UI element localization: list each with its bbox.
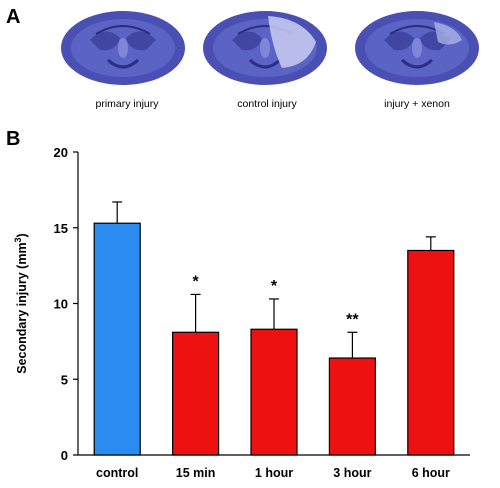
y-tick-label: 0 (61, 448, 68, 463)
y-tick-label: 5 (61, 372, 68, 387)
bar-control (93, 222, 141, 456)
y-tick-label: 10 (54, 297, 68, 312)
significance-marker: * (271, 278, 278, 295)
brain-slice-image-injury-xenon (350, 8, 484, 90)
bar-chart: 0 5 10 15 20 Secondary injury (mm3) control * 15… (13, 145, 470, 480)
bar-1-hour (250, 328, 298, 456)
y-axis-label: Secondary injury (mm3) (13, 233, 29, 373)
brain-slice-graphic (203, 11, 327, 85)
panel-a-label: A (6, 6, 21, 28)
panel-b-label: B (6, 128, 21, 150)
caption-injury-xenon: injury + xenon (384, 98, 450, 110)
bar-3-hour (328, 357, 376, 456)
x-tick-label: 6 hour (412, 466, 450, 480)
brain-slice-graphic (61, 11, 185, 85)
y-tick-label: 15 (54, 221, 68, 236)
significance-marker: ** (346, 311, 359, 328)
brain-slice-graphic (355, 11, 479, 85)
caption-control-injury: control injury (237, 98, 297, 110)
x-tick-label: control (96, 466, 138, 480)
caption-primary-injury: primary injury (95, 98, 159, 110)
x-tick-label: 3 hour (333, 466, 371, 480)
x-tick-label: 1 hour (255, 466, 293, 480)
x-tick-label: 15 min (176, 466, 216, 480)
y-tick-label: 20 (54, 145, 68, 160)
significance-marker: * (192, 273, 199, 290)
brain-slice-image-primary-injury (56, 8, 190, 90)
brain-slice-image-control-injury (198, 8, 332, 90)
bar-15-min (172, 331, 220, 456)
bar-6-hour (407, 249, 455, 456)
